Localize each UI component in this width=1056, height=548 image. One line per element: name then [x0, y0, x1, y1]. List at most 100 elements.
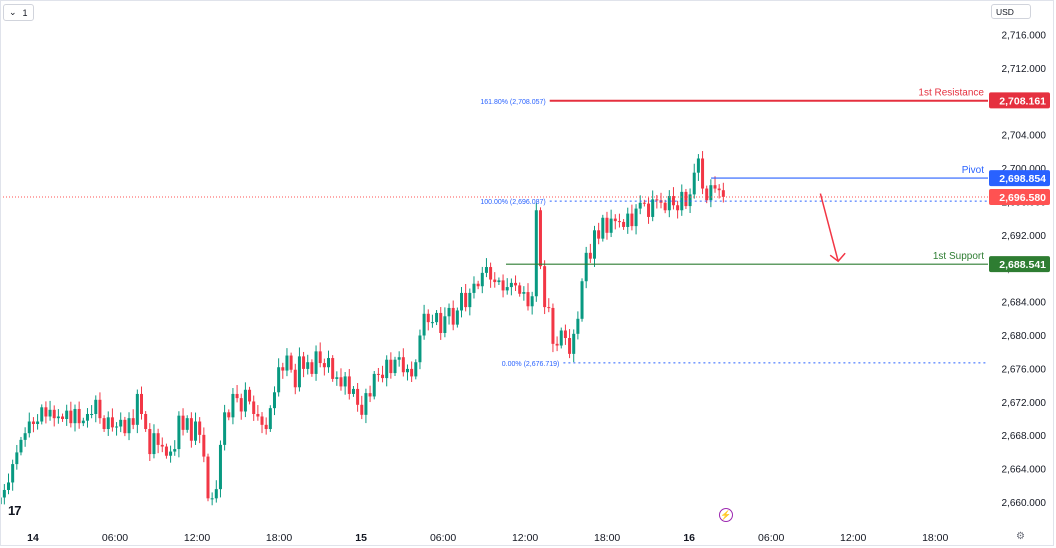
- candle: [347, 368, 351, 400]
- candle-body: [19, 439, 23, 453]
- candle: [576, 311, 580, 340]
- currency-selector[interactable]: USD: [991, 4, 1031, 19]
- price-badge: 2,708.161: [989, 92, 1050, 109]
- candle: [588, 243, 592, 263]
- candle: [555, 336, 559, 352]
- candle-body: [476, 283, 480, 287]
- candle-body: [94, 399, 98, 414]
- candle: [472, 276, 476, 299]
- time-tick-label: 18:00: [594, 532, 620, 544]
- candle-body: [343, 376, 347, 387]
- lightning-icon[interactable]: ⚡: [719, 508, 733, 522]
- candle: [676, 200, 680, 219]
- candle: [684, 188, 688, 209]
- last-price-badge-text: 2,696.580: [999, 192, 1046, 204]
- candle: [430, 314, 434, 328]
- candle-body: [115, 426, 119, 428]
- price-axis[interactable]: 2,660.000 2,664.000 2,668.000 2,672.000 2,67…: [989, 30, 1050, 509]
- candle-body: [48, 409, 52, 417]
- candle-body: [522, 292, 526, 294]
- candle: [709, 179, 713, 208]
- candle: [7, 473, 11, 495]
- time-tick-label: 15: [355, 532, 367, 544]
- candle: [563, 324, 567, 345]
- candle: [642, 199, 646, 207]
- gear-icon[interactable]: ⚙: [1016, 531, 1025, 542]
- candle: [169, 445, 173, 463]
- candle: [260, 412, 264, 434]
- candle: [680, 184, 684, 216]
- candle-body: [518, 285, 522, 294]
- candle-body: [684, 191, 688, 207]
- candle-body: [568, 338, 572, 354]
- candle: [351, 386, 355, 397]
- candle: [671, 187, 675, 210]
- candle-body: [439, 312, 443, 333]
- candle: [518, 282, 522, 297]
- candle: [597, 222, 601, 245]
- candle: [239, 393, 243, 420]
- candle: [264, 417, 268, 435]
- price-tick-label: 2,704.000: [1002, 131, 1047, 142]
- candle: [177, 411, 181, 458]
- candle: [277, 358, 281, 397]
- candle-body: [514, 282, 518, 286]
- candle: [568, 329, 572, 359]
- candle: [281, 362, 285, 379]
- chevron-down-icon[interactable]: ⌄: [9, 7, 17, 17]
- candle: [443, 307, 447, 338]
- candle-body: [455, 310, 459, 325]
- candle: [376, 367, 380, 382]
- candle-body: [497, 280, 501, 283]
- candle-body: [651, 199, 655, 217]
- interval-control[interactable]: ⌄ 1: [3, 4, 34, 21]
- candle-body: [385, 359, 389, 379]
- candle-body: [56, 416, 60, 419]
- candle-body: [626, 213, 630, 227]
- candle: [705, 185, 709, 204]
- candle: [31, 417, 35, 433]
- level-name-label: 1st Resistance: [918, 87, 984, 98]
- candle-body: [169, 451, 173, 456]
- candle: [102, 415, 106, 432]
- candle: [81, 417, 85, 427]
- candle-body: [555, 343, 559, 346]
- candle: [489, 262, 493, 288]
- fib-level-label: 100.00% (2,696.087): [480, 199, 545, 206]
- candle-body: [98, 399, 102, 419]
- candle: [44, 401, 48, 424]
- candle-body: [709, 185, 713, 201]
- candle: [148, 423, 152, 462]
- candle-body: [655, 199, 659, 201]
- time-axis[interactable]: 14 06:00 12:00 18:00 15 06:00 12:00 18:00 16 06:0…: [27, 532, 948, 544]
- candle-body: [239, 398, 243, 412]
- candle: [397, 351, 401, 367]
- price-tick-label: 2,664.000: [1002, 465, 1047, 476]
- candle-body: [410, 368, 414, 377]
- candle-body: [227, 412, 231, 418]
- candle-body: [256, 413, 260, 417]
- candle-body: [90, 413, 94, 415]
- time-tick-label: 06:00: [102, 532, 128, 544]
- projection-arrow-shaft: [819, 193, 839, 262]
- candle-body: [418, 335, 422, 363]
- candle-body: [318, 351, 322, 364]
- candle: [85, 408, 89, 428]
- candle-body: [252, 401, 256, 414]
- candle-body: [705, 188, 709, 201]
- candle: [214, 480, 218, 503]
- candle: [115, 422, 119, 436]
- candle: [655, 194, 659, 209]
- candle-body: [148, 429, 152, 455]
- candle-body: [547, 307, 551, 309]
- candle-body: [2, 489, 6, 498]
- candle-body: [717, 188, 721, 191]
- candle: [73, 404, 77, 432]
- candle-body: [310, 362, 314, 374]
- candle: [426, 309, 430, 331]
- candle-body: [713, 185, 717, 189]
- candle: [98, 392, 102, 424]
- candle-body: [235, 393, 239, 399]
- candle: [410, 361, 414, 383]
